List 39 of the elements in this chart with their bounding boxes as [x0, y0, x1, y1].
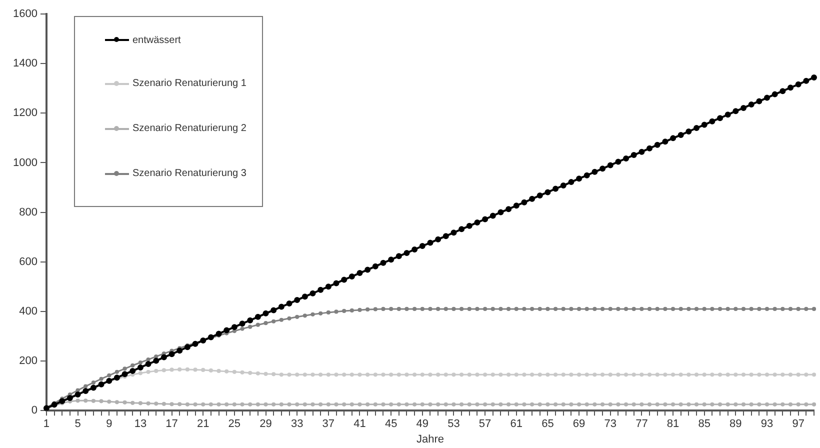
- x-tick-label: 61: [510, 418, 523, 430]
- y-tick-label: 1000: [12, 156, 38, 169]
- x-tick-label: 45: [384, 418, 398, 430]
- x-tick-label: 53: [448, 418, 460, 430]
- legend-label: Szenario Renaturierung 2: [132, 123, 246, 134]
- x-tick-label: 21: [196, 418, 210, 430]
- legend-label: entwässert: [132, 34, 181, 46]
- y-tick-label: 1600: [12, 8, 38, 20]
- y-tick-label: 600: [19, 256, 38, 268]
- x-tick-label: 25: [228, 418, 241, 430]
- x-tick-label: 33: [290, 418, 304, 430]
- x-tick-label: 89: [730, 418, 742, 430]
- y-tick-label: 800: [19, 206, 38, 218]
- x-tick-label: 17: [166, 418, 178, 430]
- x-tick-label: 5: [74, 418, 81, 430]
- y-tick-label: 400: [19, 305, 38, 318]
- x-tick-label: 9: [106, 418, 112, 430]
- x-tick-label: 13: [134, 418, 147, 430]
- y-tick-label: 200: [19, 355, 38, 368]
- x-tick-label: 1: [43, 418, 50, 430]
- x-tick-label: 69: [572, 418, 586, 430]
- x-axis-title: Jahre: [416, 433, 444, 446]
- legend-label: Szenario Renaturierung 3: [132, 168, 246, 179]
- y-tick-label: 1400: [12, 58, 38, 70]
- x-tick-label: 65: [542, 418, 554, 430]
- x-tick-label: 93: [760, 418, 774, 430]
- x-tick-label: 81: [666, 418, 680, 430]
- x-tick-label: 41: [354, 418, 366, 430]
- x-tick-label: 49: [416, 418, 429, 430]
- x-tick-label: 37: [322, 418, 335, 430]
- x-tick-label: 29: [260, 418, 272, 430]
- x-tick-label: 85: [698, 418, 710, 430]
- x-tick-label: 97: [792, 418, 804, 430]
- x-tick-label: 57: [478, 418, 492, 430]
- y-tick-label: 0: [31, 404, 38, 417]
- legend-label: Szenario Renaturierung 1: [132, 78, 246, 89]
- y-tick-label: 1200: [12, 107, 38, 120]
- x-tick-label: 77: [636, 418, 648, 430]
- x-tick-label: 73: [604, 418, 616, 430]
